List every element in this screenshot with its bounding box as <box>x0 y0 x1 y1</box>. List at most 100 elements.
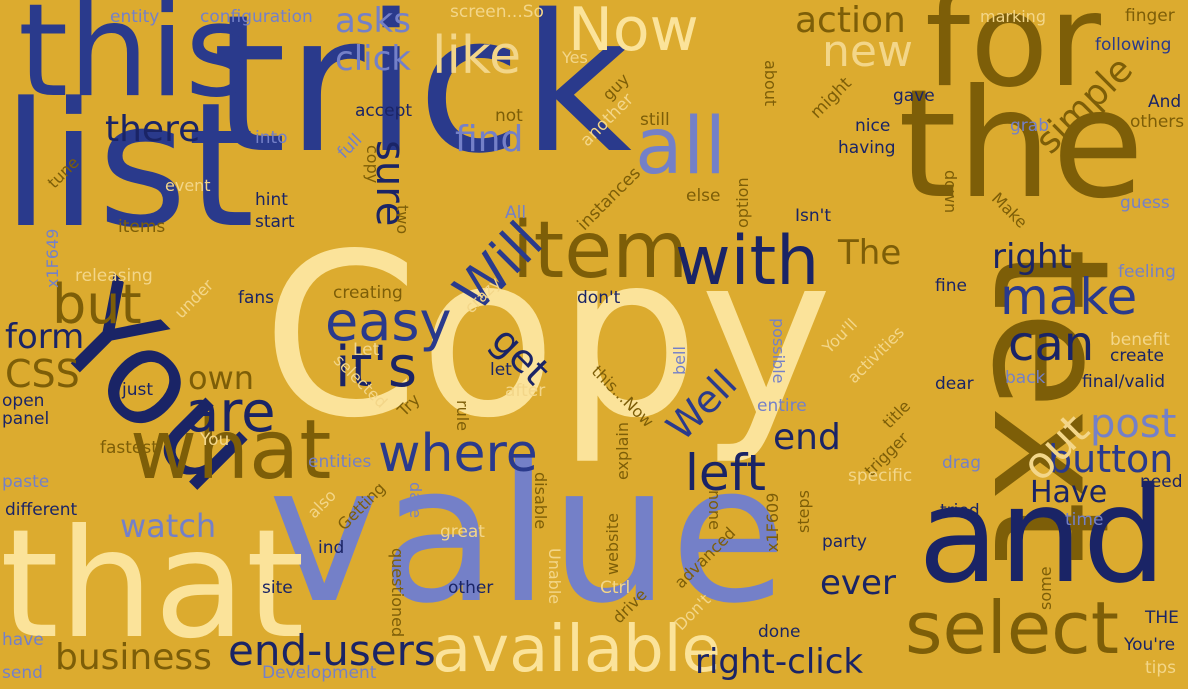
word: not <box>495 106 523 126</box>
word: end <box>773 417 841 458</box>
word: configuration <box>200 7 313 27</box>
word: website <box>603 513 622 575</box>
word: event <box>165 176 211 195</box>
word: You're <box>1124 635 1176 655</box>
word: The <box>838 233 902 273</box>
word: some <box>1036 566 1055 610</box>
word: post <box>1090 401 1177 447</box>
word: watch <box>120 507 217 545</box>
word: this <box>18 0 252 126</box>
word: about <box>761 60 780 107</box>
word: Have <box>1030 475 1108 510</box>
word: Yes <box>562 48 588 67</box>
word: like <box>432 26 522 86</box>
word: value <box>268 424 787 645</box>
word: drag <box>942 453 981 473</box>
word: but <box>52 273 142 336</box>
word: send <box>2 663 43 683</box>
word: site <box>262 578 293 598</box>
word: might <box>806 73 856 123</box>
word: where <box>378 424 538 484</box>
word: option <box>733 177 752 228</box>
word: available <box>432 613 721 687</box>
word: Unable <box>545 548 564 605</box>
word: CSS <box>5 352 80 396</box>
word: Isn't <box>795 206 831 226</box>
word: find <box>455 119 524 160</box>
word: fine <box>935 276 967 296</box>
word: copy <box>363 145 382 184</box>
word: All <box>505 203 527 223</box>
word: new <box>822 26 913 77</box>
word: feeling <box>1118 262 1176 282</box>
word: click <box>335 39 411 79</box>
word: form <box>5 317 85 357</box>
word: guess <box>1120 193 1170 213</box>
word: asks <box>335 1 411 41</box>
word: disable <box>531 472 550 530</box>
word: rule <box>453 400 472 432</box>
word: possible <box>769 318 788 384</box>
word: let <box>490 360 512 380</box>
word: tips <box>1145 658 1177 678</box>
word: trick <box>212 0 632 195</box>
word: down <box>941 170 960 214</box>
word: that <box>0 498 305 672</box>
word: final/valid <box>1082 372 1166 392</box>
word: business <box>55 637 212 678</box>
word: having <box>838 138 896 158</box>
word: gave <box>893 86 935 106</box>
word: time <box>1065 510 1104 530</box>
word: x1F609 <box>763 492 782 552</box>
word: there <box>105 109 201 150</box>
word: start <box>255 212 295 232</box>
word: Ctrl <box>600 578 631 598</box>
word: title <box>878 396 915 433</box>
word: party <box>822 532 867 552</box>
word: great <box>440 522 485 542</box>
word: easy <box>325 290 452 353</box>
word: THE <box>1145 608 1179 628</box>
word: bell <box>670 346 689 375</box>
word: back <box>1005 368 1046 388</box>
word: the <box>898 58 1145 232</box>
word: item <box>512 206 689 296</box>
word: else <box>686 186 721 206</box>
word: entities <box>308 452 372 472</box>
word: following <box>1095 35 1172 55</box>
word: right <box>992 237 1072 277</box>
word: creating <box>333 283 403 303</box>
word: tried <box>940 501 980 521</box>
word: with <box>675 222 820 301</box>
word: steps <box>794 490 813 533</box>
word: other <box>448 578 494 598</box>
word: list <box>2 65 255 266</box>
word: can <box>1008 316 1095 372</box>
word: marking <box>980 7 1046 26</box>
word: don't <box>577 288 621 308</box>
word: select <box>905 586 1119 670</box>
word: specific <box>848 466 913 486</box>
word: x1F649 <box>43 228 62 288</box>
word: Copy <box>262 206 833 468</box>
word: it's <box>335 335 418 400</box>
word: fans <box>238 288 275 308</box>
word: finger <box>1125 6 1175 26</box>
word: Now <box>568 0 699 65</box>
word: paste <box>2 472 50 492</box>
word: create <box>1110 346 1164 366</box>
word: for <box>925 0 1101 116</box>
word: done <box>758 622 801 642</box>
word: fastest <box>100 438 158 458</box>
word: items <box>118 217 166 237</box>
word: explain <box>613 421 632 480</box>
word: two <box>393 205 412 235</box>
word: none <box>705 490 724 530</box>
word: Let <box>353 340 380 360</box>
word: need <box>1140 472 1183 492</box>
word: and <box>918 459 1167 613</box>
word: open <box>2 391 45 411</box>
word: all <box>635 102 727 192</box>
word: questioned <box>388 548 407 638</box>
